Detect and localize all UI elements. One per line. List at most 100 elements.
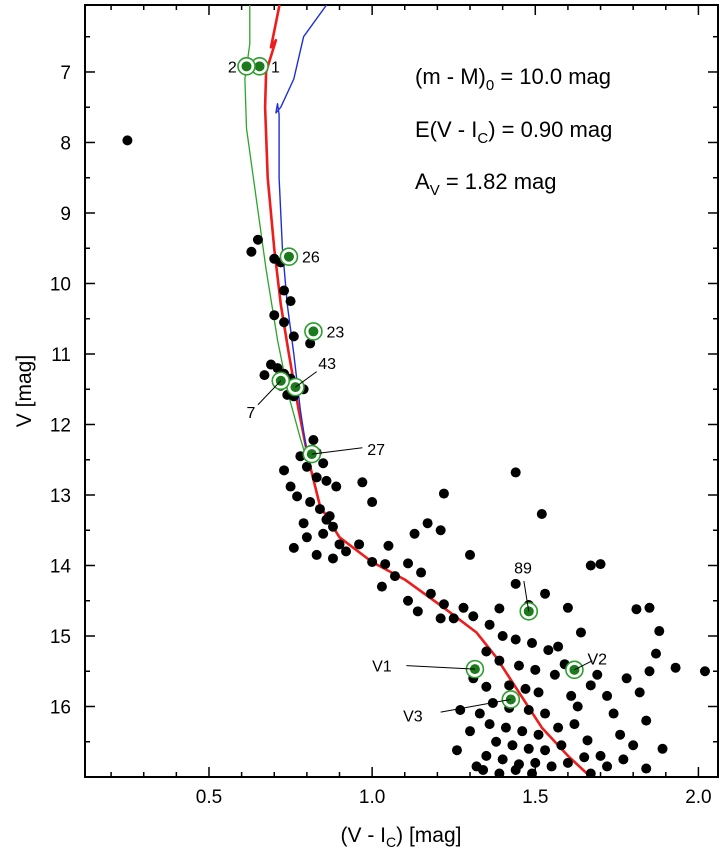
field-star-point (292, 491, 303, 502)
star-label: 7 (247, 405, 256, 422)
field-star-point (556, 740, 567, 751)
star-label: 1 (271, 59, 280, 76)
field-star-point (458, 602, 469, 613)
label-leader-line (440, 698, 511, 713)
extinction-annotation: AV = 1.82 mag (415, 169, 557, 199)
field-star-point (471, 761, 482, 772)
y-tick-label: 14 (50, 556, 72, 577)
field-star-point (481, 646, 492, 657)
label-leader-line (523, 580, 530, 612)
field-star-point (491, 736, 502, 747)
field-star-point (455, 705, 466, 716)
field-star-point (481, 681, 492, 692)
field-star-point (657, 743, 668, 754)
field-star-point (527, 768, 538, 777)
field-star-point (602, 761, 613, 772)
label-leader-line (311, 447, 363, 455)
y-tick-label: 10 (50, 274, 71, 295)
field-star-point (536, 509, 547, 520)
field-star-point (435, 613, 446, 624)
field-star-point (608, 708, 619, 719)
field-star-point (507, 740, 518, 751)
field-star-point (585, 768, 596, 777)
field-star-point (513, 660, 524, 671)
isochrone-line (275, 5, 328, 453)
field-star-point (259, 370, 270, 381)
field-star-point (341, 546, 352, 557)
field-star-point (631, 604, 642, 615)
star-label: V3 (403, 709, 423, 726)
field-star-point (416, 567, 427, 578)
field-star-point (628, 740, 639, 751)
field-star-point (670, 662, 681, 673)
x-tick-label: 1.0 (359, 787, 385, 808)
field-star-point (301, 461, 312, 472)
field-star-point (585, 680, 596, 691)
field-star-point (540, 708, 551, 719)
field-star-point (579, 752, 590, 763)
field-star-point (334, 539, 345, 550)
field-star-point (305, 338, 316, 349)
field-star-point (585, 560, 596, 571)
star-label: V1 (372, 659, 392, 676)
field-star-point (553, 641, 564, 652)
field-star-point (540, 588, 551, 599)
y-tick-label: 13 (50, 486, 71, 507)
field-star-point (500, 722, 511, 733)
x-axis-label-subscript: C (386, 834, 396, 850)
highlighted-star-point (308, 326, 319, 337)
field-star-point (572, 701, 583, 712)
field-star-point (435, 525, 446, 536)
field-star-point (602, 690, 613, 701)
field-star-point (634, 687, 645, 698)
distance-modulus-annotation: (m - M)0 = 10.0 mag (415, 64, 611, 94)
x-axis-label: (V - IC) [mag] (341, 824, 462, 850)
field-star-point (279, 465, 290, 476)
field-star-point (699, 666, 710, 677)
field-star-point (301, 532, 312, 543)
field-star-point (279, 317, 290, 328)
field-star-point (279, 285, 290, 296)
field-star-point (311, 549, 322, 560)
field-star-point (615, 729, 626, 740)
field-star-point (376, 581, 387, 592)
star-label: 89 (514, 561, 532, 578)
field-star-point (654, 626, 665, 637)
x-tick-label: 0.5 (196, 787, 222, 808)
y-tick-label: 7 (60, 63, 71, 84)
field-star-point (308, 434, 319, 445)
y-tick-label: 11 (51, 345, 71, 366)
field-stars (122, 135, 710, 777)
field-star-point (651, 648, 662, 659)
field-star-point (288, 331, 299, 342)
field-star-point (314, 504, 325, 515)
field-star-point (318, 528, 329, 539)
field-star-point (494, 655, 505, 666)
field-star-point (523, 743, 534, 754)
field-star-point (533, 687, 544, 698)
field-star-point (494, 768, 505, 777)
y-tick-label: 15 (50, 627, 71, 648)
star-label: V2 (587, 652, 607, 669)
field-star-point (510, 764, 521, 775)
field-star-point (252, 234, 263, 245)
axis-ticks (85, 5, 718, 777)
field-star-point (298, 518, 309, 529)
field-star-point (468, 611, 479, 622)
field-star-point (543, 645, 554, 656)
field-star-point (562, 602, 573, 613)
y-tick-label: 16 (50, 697, 71, 718)
field-star-point (510, 467, 521, 478)
star-labels: 1 2 26 23 43 7 27 89 V1 V2 V3 (228, 59, 607, 725)
field-star-point (484, 619, 495, 630)
field-star-point (504, 680, 515, 691)
field-star-point (523, 705, 534, 716)
field-star-point (533, 729, 544, 740)
field-star-point (357, 477, 368, 488)
field-star-point (497, 754, 508, 765)
field-star-point (644, 666, 655, 677)
field-star-point (497, 630, 508, 641)
highlighted-stars (237, 57, 584, 709)
field-star-point (530, 664, 541, 675)
